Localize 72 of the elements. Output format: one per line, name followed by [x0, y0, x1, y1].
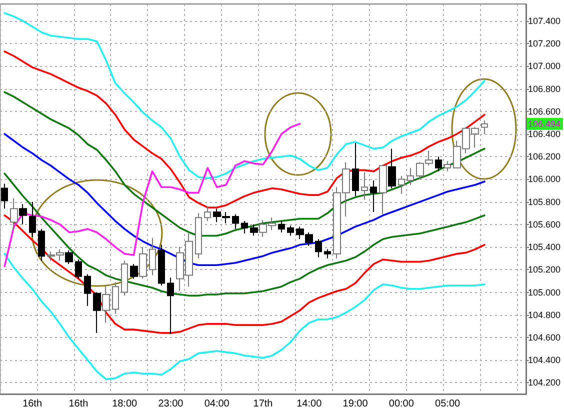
y-tick-label: 104.200 [528, 378, 561, 388]
x-tick-label: 05:00 [435, 398, 461, 410]
y-tick-label: 105.000 [528, 287, 561, 298]
text: 106.494 [528, 118, 561, 129]
candlestick [407, 167, 414, 186]
y-tick-label: 106.800 [528, 84, 561, 94]
y-tick-label: 104.600 [528, 332, 561, 342]
x-tick-label: 17th [253, 398, 273, 410]
candlestick [204, 206, 211, 222]
line-series [4, 252, 486, 380]
candlestick [250, 224, 258, 236]
y-tick-label: 105.600 [528, 219, 561, 230]
candlestick [278, 220, 285, 233]
candlestick [435, 156, 442, 172]
y-tick-label: 105.400 [528, 242, 561, 252]
y-tick-label: 106.000 [528, 174, 561, 184]
candlestick [149, 238, 156, 276]
x-tick-label: 18:00 [112, 398, 138, 410]
candlestick [324, 248, 331, 259]
candlestick [93, 292, 101, 334]
candlestick [352, 142, 359, 197]
candlestick [38, 228, 45, 262]
line-series [4, 214, 486, 334]
y-tick-label: 106.400 [528, 129, 561, 139]
candlestick [361, 172, 368, 200]
candlestick [121, 260, 128, 296]
candlestick [398, 175, 405, 194]
line-series [4, 50, 486, 208]
y-tick-label: 105.200 [528, 264, 561, 275]
candlestick [75, 258, 82, 280]
line-series [4, 172, 486, 297]
candlestick [19, 204, 27, 225]
y-tick-label: 104.400 [528, 355, 561, 366]
candlestick [444, 160, 451, 172]
candlestick [167, 277, 174, 335]
y-tick-label: 105.800 [528, 196, 561, 207]
candlestick [481, 120, 488, 134]
y-tick-label: 107.400 [528, 16, 561, 26]
x-tick-label: 00:00 [388, 398, 414, 410]
y-tick-label: 107.000 [528, 61, 561, 72]
candlestick [1, 183, 8, 210]
candlestick [10, 198, 18, 231]
candlestick [102, 284, 110, 324]
line-series [4, 12, 486, 179]
x-tick-label: 16th [22, 398, 42, 410]
candlestick [65, 250, 73, 264]
candlestick [379, 165, 387, 215]
candlestick [195, 212, 202, 259]
line-series [4, 122, 301, 268]
candlestick [370, 180, 377, 212]
x-tick-label: 23:00 [158, 398, 184, 410]
candlestick [287, 225, 294, 236]
x-tick-label: 19:00 [342, 398, 368, 410]
candlestick [241, 220, 248, 234]
y-tick-label: 107.200 [528, 38, 561, 49]
x-tick-label: 04:00 [204, 398, 230, 410]
line-series [4, 91, 486, 237]
candlestick [84, 274, 91, 306]
y-tick-label: 104.800 [528, 310, 561, 320]
candlestick [29, 201, 36, 238]
line-series [4, 133, 486, 266]
candlestick [139, 246, 147, 280]
x-tick-label: 16th [68, 398, 88, 410]
candlestick [158, 244, 165, 286]
y-tick-label: 106.600 [528, 106, 561, 116]
candlestick [315, 238, 322, 258]
y-tick-label: 106.200 [528, 152, 561, 162]
x-tick-label: 14:00 [296, 398, 322, 410]
candlestick [388, 148, 396, 189]
candlestick [112, 282, 119, 314]
candlestick [130, 264, 138, 280]
candlestick [232, 214, 239, 230]
